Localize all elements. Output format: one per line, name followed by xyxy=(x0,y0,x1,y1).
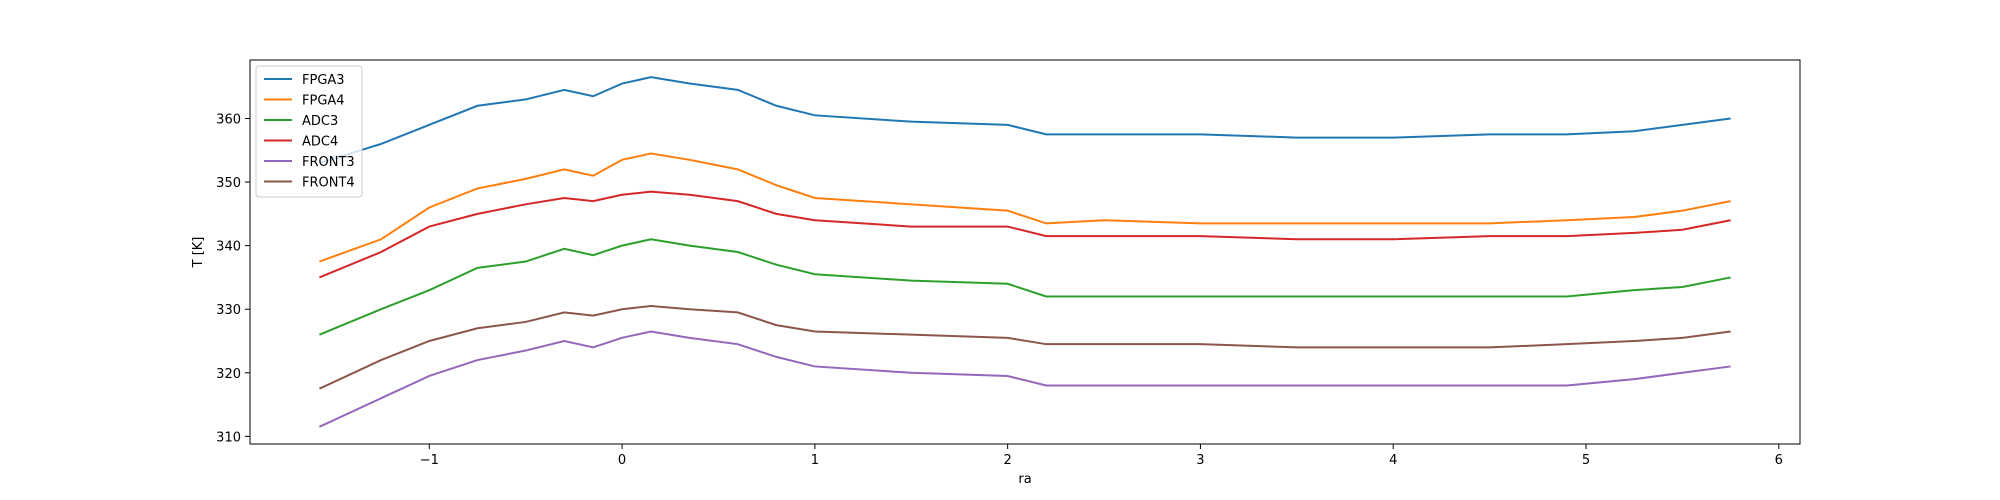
x-tick-label: 2 xyxy=(1004,453,1012,468)
x-tick-label: 6 xyxy=(1775,453,1783,468)
legend-label: FRONT3 xyxy=(302,155,355,170)
legend-label: ADC3 xyxy=(302,114,338,129)
legend-label: ADC4 xyxy=(302,135,338,150)
x-tick-label: 5 xyxy=(1582,453,1590,468)
legend-label: FPGA4 xyxy=(302,94,345,109)
x-tick-label: 1 xyxy=(811,453,819,468)
series-line xyxy=(318,305,1731,390)
series-line xyxy=(319,152,1731,263)
series-line xyxy=(319,76,1731,164)
plot-frame xyxy=(249,59,1801,445)
series-line xyxy=(319,190,1731,279)
y-tick-label: 360 xyxy=(216,112,241,127)
x-tick-label: 0 xyxy=(618,453,626,468)
x-tick-label: 3 xyxy=(1196,453,1204,468)
legend-label: FRONT4 xyxy=(302,176,355,191)
series-line xyxy=(318,330,1731,428)
y-tick-label: 320 xyxy=(216,367,241,382)
y-tick-label: 330 xyxy=(216,303,241,318)
y-tick-label: 310 xyxy=(216,430,241,445)
x-tick-label: −1 xyxy=(420,453,439,468)
y-axis-label: T [K] xyxy=(191,237,206,269)
y-tick-label: 350 xyxy=(216,176,241,191)
legend-label: FPGA3 xyxy=(302,73,345,88)
series-line xyxy=(319,238,1731,336)
x-axis-label: ra xyxy=(1018,472,1031,487)
y-tick-label: 340 xyxy=(216,240,241,255)
x-tick-label: 4 xyxy=(1389,453,1397,468)
